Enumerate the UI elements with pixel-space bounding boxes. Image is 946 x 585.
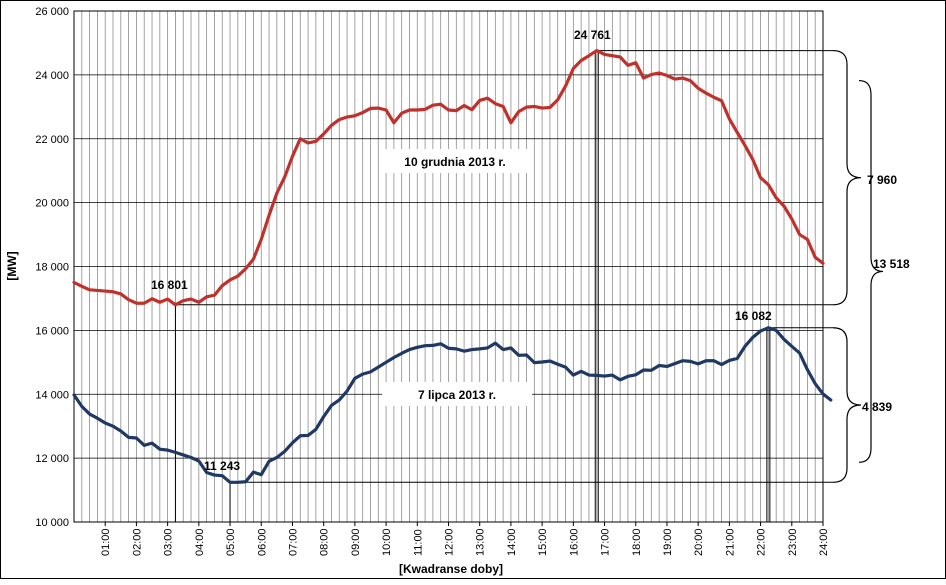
summer-max-label: 16 082 [735,309,772,323]
y-tick-label: 20 000 [35,198,69,210]
summer-label-box [382,382,532,406]
y-tick-label: 18 000 [35,262,69,274]
winter-range-brace [832,49,862,306]
x-tick-label: 09:00 [350,528,362,556]
y-axis-ticks: 10 000 12 000 14 000 16 000 18 000 20 000 22 0… [35,6,69,529]
x-tick-label: 01:00 [100,528,112,556]
x-tick-label: 06:00 [256,528,268,556]
x-tick-label: 20:00 [693,528,705,556]
total-range-label: 13 518 [873,257,910,271]
series-lines [72,48,833,484]
x-tick-label: 05:00 [225,528,237,556]
summer-min-label: 11 243 [204,459,240,473]
y-tick-label: 12 000 [35,453,69,465]
y-tick-label: 26 000 [35,6,69,18]
x-tick-label: 08:00 [319,528,331,556]
horizontal-gridlines [74,74,823,459]
range-braces [832,49,884,483]
x-axis-ticks: 01:00 02:00 03:00 04:00 05:00 06:00 07:00 08:00… [100,522,830,556]
total-range-brace [858,79,884,463]
x-tick-label: 14:00 [506,528,518,556]
x-tick-label: 10:00 [381,528,393,556]
x-tick-label: 03:00 [163,528,175,556]
summer-range-brace [832,327,862,483]
winter-min-label: 16 801 [151,278,188,292]
summer-series-line [72,326,833,484]
summer-range-label: 4 839 [862,400,892,414]
y-tick-label: 14 000 [35,389,69,401]
y-tick-label: 16 000 [35,325,69,337]
x-tick-label: 11:00 [412,529,424,556]
x-tick-label: 18:00 [631,528,643,556]
x-tick-label: 12:00 [444,528,456,556]
x-axis-title: [Kwadranse doby] [399,562,503,576]
x-tick-label: 13:00 [475,528,487,556]
x-tick-label: 19:00 [662,528,674,556]
summer-series-label: 7 lipca 2013 r. [418,388,496,402]
y-tick-label: 24 000 [35,70,69,82]
winter-series-line [72,48,825,307]
winter-series-label: 10 grudnia 2013 r. [404,155,505,169]
x-tick-label: 16:00 [568,528,580,556]
x-tick-label: 15:00 [537,528,549,556]
x-tick-label: 17:00 [600,528,612,556]
x-tick-label: 24:00 [818,528,830,556]
winter-label-box [380,149,531,173]
y-tick-label: 10 000 [35,517,69,529]
x-tick-label: 22:00 [756,528,768,556]
x-tick-label: 04:00 [194,528,206,556]
y-tick-label: 22 000 [35,134,69,146]
x-tick-label: 07:00 [287,528,299,556]
x-tick-label: 21:00 [724,528,736,556]
x-tick-label: 02:00 [131,528,143,556]
winter-max-label: 24 761 [574,28,611,42]
reference-lines [174,50,833,522]
x-tick-label: 23:00 [787,528,799,556]
y-axis-title: [MW] [5,251,19,280]
winter-range-label: 7 960 [867,173,897,187]
